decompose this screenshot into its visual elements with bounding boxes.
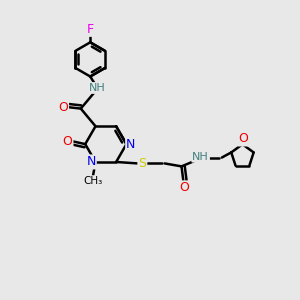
- Text: O: O: [63, 135, 73, 148]
- Text: O: O: [179, 182, 189, 194]
- Text: S: S: [138, 157, 146, 170]
- Text: CH₃: CH₃: [83, 176, 102, 186]
- Text: O: O: [58, 100, 68, 114]
- Text: NH: NH: [89, 83, 106, 93]
- Text: F: F: [87, 23, 94, 36]
- Text: N: N: [126, 138, 136, 151]
- Text: N: N: [86, 155, 96, 169]
- Text: NH: NH: [192, 152, 209, 162]
- Text: O: O: [238, 133, 248, 146]
